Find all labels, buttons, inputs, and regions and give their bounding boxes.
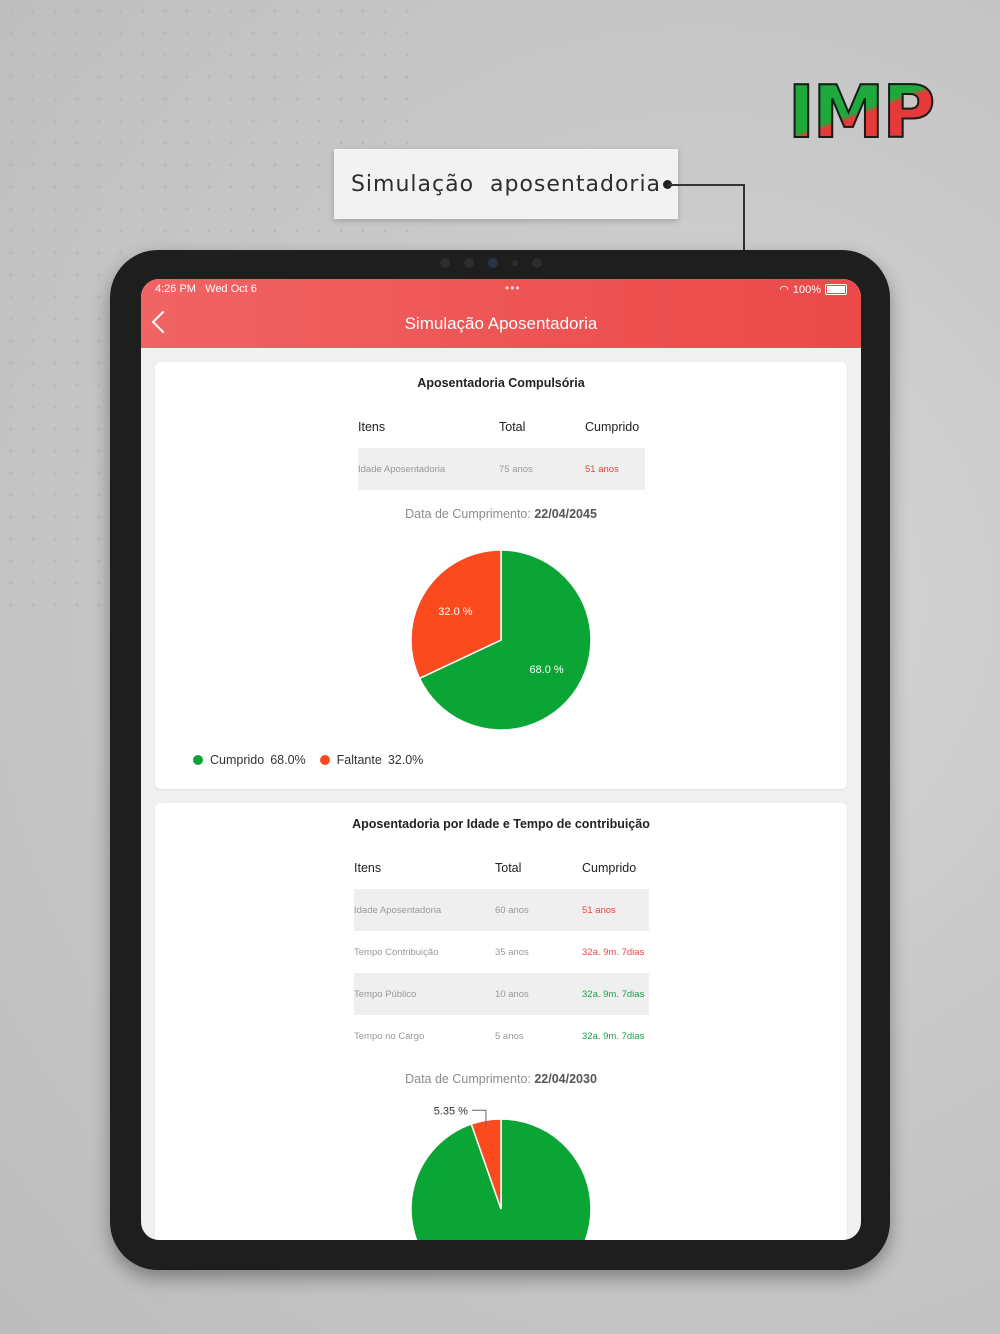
cell-total: 5 anos (495, 1030, 524, 1042)
legend-label: Faltante (336, 753, 382, 767)
table-row: Idade Aposentadoria 60 anos 51 anos (354, 889, 649, 931)
pie-chart-idade-tempo: 5.35 % (410, 1105, 592, 1240)
status-bar: 4:26 PM Wed Oct 6 ••• ◠ 100% (155, 281, 847, 299)
pie-slice-faltante[interactable] (410, 549, 502, 680)
header-itens: Itens (358, 420, 386, 434)
camera-bar (440, 258, 542, 268)
requirements-table: Itens Total Cumprido Idade Aposentadoria… (354, 847, 649, 1057)
card-idade-tempo: Aposentadoria por Idade e Tempo de contr… (155, 803, 847, 1240)
pie-slice-label: 5.35 % (434, 1105, 468, 1117)
card-compulsoria: Aposentadoria Compulsória Itens Total Cu… (155, 362, 847, 789)
pie-chart-compulsoria: 68.0 % 32.0 % (410, 549, 592, 731)
table-row: Tempo Público 10 anos 32a. 9m. 7dias (354, 973, 649, 1015)
legend-swatch-faltante (319, 755, 330, 765)
table-row: Idade Aposentadoria 75 anos 51 anos (358, 448, 645, 490)
legend-swatch-cumprido (193, 755, 203, 765)
table-header-row: Itens Total Cumprido (358, 406, 645, 448)
legend-item-cumprido[interactable]: Cumprido 68.0% (193, 753, 306, 767)
cell-total: 10 anos (495, 988, 529, 1000)
pie-slice-label: 68.0 % (529, 664, 563, 676)
table-row: Tempo no Cargo 5 anos 32a. 9m. 7dias (354, 1015, 649, 1057)
header-itens: Itens (354, 861, 382, 875)
table-row: Tempo Contribuição 35 anos 32a. 9m. 7dia… (354, 931, 649, 973)
card-title: Aposentadoria por Idade e Tempo de contr… (352, 817, 650, 831)
cell-item: Idade Aposentadoria (358, 463, 446, 475)
multitask-dots[interactable]: ••• (505, 281, 521, 295)
table-header-row: Itens Total Cumprido (354, 847, 649, 889)
callout-connector-dot (663, 180, 672, 189)
cell-cumprido: 51 anos (585, 463, 619, 475)
cell-item: Idade Aposentadoria (354, 904, 442, 916)
date-value: 22/04/2030 (534, 1072, 597, 1086)
cell-cumprido: 32a. 9m. 7dias (582, 1030, 645, 1042)
sensor-dot (512, 260, 518, 266)
pie-label-leader-line (471, 1109, 487, 1127)
cell-item: Tempo Contribuição (354, 946, 439, 958)
pie-slice-label: 32.0 % (438, 606, 472, 618)
callout-connector-line (668, 184, 744, 186)
header-total: Total (499, 420, 526, 434)
header-total: Total (495, 861, 522, 875)
sensor-dot (440, 258, 450, 268)
sensor-dot (464, 258, 474, 268)
date-label: Data de Cumprimento: (405, 507, 531, 521)
cell-cumprido: 51 anos (582, 904, 616, 916)
legend-label: Cumprido (210, 753, 265, 767)
navigation-bar: 4:26 PM Wed Oct 6 ••• ◠ 100% Simulação A… (141, 279, 861, 348)
cell-total: 35 anos (495, 946, 529, 958)
battery-icon (825, 284, 847, 295)
wifi-icon: ◠ (779, 284, 789, 296)
status-right: ◠ 100% (779, 283, 847, 296)
status-time: 4:26 PM Wed Oct 6 (155, 283, 257, 295)
header-cumprido: Cumprido (582, 861, 637, 875)
sensor-dot (532, 258, 542, 268)
date-value: 22/04/2045 (534, 507, 597, 521)
pie-slice-cumprido[interactable] (418, 549, 592, 731)
chart-legend: Cumprido 68.0% Faltante 32.0% (193, 753, 437, 767)
cell-cumprido: 32a. 9m. 7dias (582, 946, 645, 958)
legend-value: 68.0% (270, 753, 306, 767)
cell-cumprido: 32a. 9m. 7dias (582, 988, 645, 1000)
legend-value: 32.0% (387, 753, 424, 767)
brand-logo: IMP (787, 75, 938, 149)
completion-date: Data de Cumprimento: 22/04/2030 (155, 1072, 847, 1086)
tablet-frame: 4:26 PM Wed Oct 6 ••• ◠ 100% Simulação A… (110, 250, 890, 1270)
callout-text: Simulação aposentadoria (350, 171, 662, 197)
feature-callout: Simulação aposentadoria (334, 149, 678, 219)
camera-lens (488, 258, 498, 268)
battery-percent: 100% (792, 283, 821, 296)
cell-item: Tempo Público (354, 988, 417, 1000)
header-cumprido: Cumprido (585, 420, 640, 434)
cell-total: 60 anos (495, 904, 529, 916)
legend-item-faltante[interactable]: Faltante 32.0% (319, 753, 424, 767)
date-label: Data de Cumprimento: (405, 1072, 531, 1086)
cell-total: 75 anos (499, 463, 533, 475)
card-title: Aposentadoria Compulsória (417, 376, 585, 390)
requirements-table: Itens Total Cumprido Idade Aposentadoria… (358, 406, 645, 490)
callout-connector-line-vertical (743, 184, 745, 252)
app-screen: 4:26 PM Wed Oct 6 ••• ◠ 100% Simulação A… (141, 279, 861, 1240)
page-title: Simulação Aposentadoria (404, 314, 598, 333)
cell-item: Tempo no Cargo (354, 1030, 425, 1042)
completion-date: Data de Cumprimento: 22/04/2045 (155, 507, 847, 521)
